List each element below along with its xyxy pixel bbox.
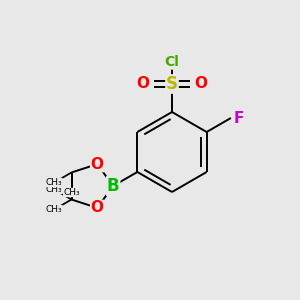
Text: Cl: Cl	[165, 55, 179, 69]
Text: F: F	[234, 110, 244, 125]
Text: CH₃: CH₃	[46, 205, 62, 214]
Text: CH₃: CH₃	[46, 178, 62, 187]
Text: O: O	[136, 76, 149, 92]
Text: O: O	[91, 200, 104, 215]
Text: B: B	[107, 177, 119, 195]
Text: CH₃: CH₃	[46, 185, 62, 194]
Text: B: B	[107, 177, 119, 195]
Text: O: O	[194, 76, 208, 92]
Text: CH₃: CH₃	[63, 188, 80, 197]
Text: S: S	[166, 75, 178, 93]
Text: O: O	[91, 157, 104, 172]
